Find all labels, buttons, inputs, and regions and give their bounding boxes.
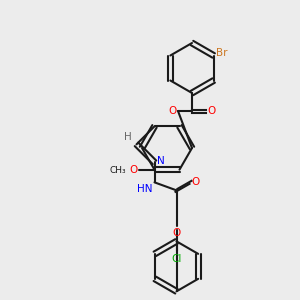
Text: O: O <box>207 106 215 116</box>
Text: O: O <box>129 165 137 175</box>
Text: HN: HN <box>137 184 152 194</box>
Text: N: N <box>157 156 164 166</box>
Text: CH₃: CH₃ <box>110 166 127 175</box>
Text: O: O <box>172 228 181 238</box>
Text: O: O <box>169 106 177 116</box>
Text: O: O <box>191 177 200 187</box>
Text: H: H <box>124 132 131 142</box>
Text: Br: Br <box>216 47 227 58</box>
Text: Cl: Cl <box>171 254 182 264</box>
